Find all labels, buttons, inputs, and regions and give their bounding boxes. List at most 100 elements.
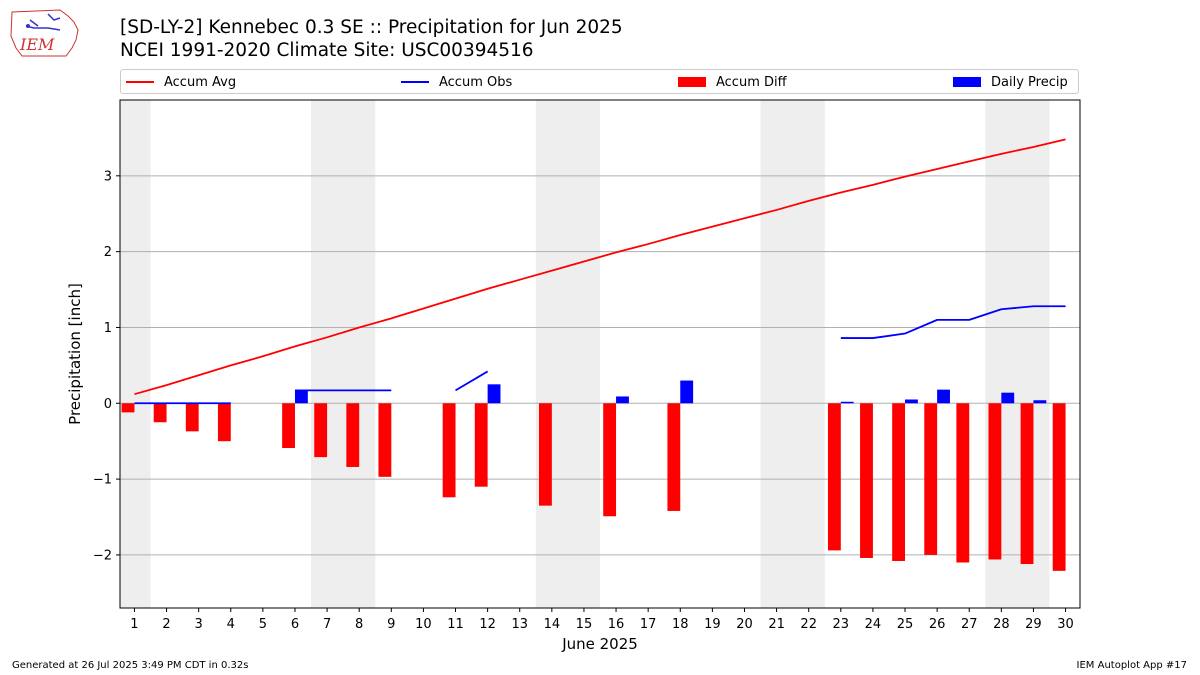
- x-tick-label: 22: [800, 617, 817, 632]
- chart-legend: Accum Avg Accum Obs Accum Diff Daily Pre…: [120, 69, 1079, 94]
- legend-swatch-accum-avg: [126, 81, 154, 83]
- daily-precip-bar: [1001, 392, 1015, 404]
- y-tick-label: −2: [93, 548, 112, 563]
- accum-diff-bar: [474, 403, 488, 487]
- x-tick-label: 4: [227, 617, 235, 632]
- daily-precip-bar: [840, 401, 854, 404]
- weekend-band: [120, 100, 151, 608]
- x-tick-label: 28: [993, 617, 1010, 632]
- legend-item-accum-avg: Accum Avg: [126, 73, 236, 91]
- legend-label-accum-avg: Accum Avg: [164, 74, 237, 90]
- app-footer: IEM Autoplot App #17: [1076, 660, 1187, 671]
- accum-diff-bar: [346, 403, 360, 467]
- daily-precip-bar: [616, 396, 629, 404]
- bars: [121, 380, 1066, 571]
- plot-frame: [119, 99, 1081, 609]
- gridlines: [120, 175, 1080, 556]
- accum-diff-bar: [314, 403, 328, 458]
- daily-precip-bar: [937, 389, 950, 404]
- x-tick-label: 24: [865, 617, 882, 632]
- daily-precip-bar: [905, 399, 918, 404]
- daily-precip-bar: [487, 384, 501, 404]
- x-tick-label: 27: [961, 617, 978, 632]
- x-axis-ticks: 1 2 3 4 5 6 7 8 9 10 11 12 13 14 15 16 17 18 19 20 21 22 23 24 2…: [130, 608, 1074, 632]
- x-tick-label: 29: [1025, 617, 1042, 632]
- x-axis-label: June 2025: [561, 635, 638, 653]
- legend-item-daily-precip: Daily Precip: [953, 73, 1068, 91]
- weekend-bands: [120, 100, 1050, 608]
- x-tick-label: 2: [162, 617, 170, 632]
- accum-diff-bar: [282, 403, 295, 449]
- x-tick-label: 11: [447, 617, 464, 632]
- accum-diff-bar: [603, 403, 617, 517]
- legend-label-accum-diff: Accum Diff: [716, 74, 787, 90]
- accum-diff-bar: [860, 403, 873, 558]
- legend-label-accum-obs: Accum Obs: [439, 74, 513, 90]
- accum-obs-line: [455, 370, 489, 392]
- legend-label-daily-precip: Daily Precip: [991, 74, 1068, 90]
- y-axis-ticks: −2 −1 0 1 2 3: [93, 169, 120, 563]
- weekend-band: [311, 100, 376, 608]
- accum-diff-bar: [442, 403, 456, 498]
- accum-diff-bar: [924, 403, 938, 555]
- daily-precip-bar: [294, 390, 308, 404]
- x-tick-label: 1: [130, 617, 138, 632]
- accum-diff-bar: [378, 403, 392, 477]
- x-tick-label: 15: [576, 617, 593, 632]
- iem-logo: IEM: [10, 9, 79, 57]
- x-tick-label: 12: [479, 617, 496, 632]
- x-tick-label: 6: [291, 617, 299, 632]
- accum-diff-bar: [185, 403, 199, 432]
- chart-subtitle: NCEI 1991-2020 Climate Site: USC00394516: [120, 40, 534, 61]
- y-tick-label: 0: [104, 397, 112, 412]
- y-tick-label: 1: [104, 321, 112, 336]
- accum-diff-bar: [121, 403, 135, 413]
- x-tick-label: 18: [672, 617, 689, 632]
- y-tick-label: −1: [93, 473, 112, 488]
- lines: [134, 138, 1066, 405]
- daily-precip-bar: [680, 380, 694, 404]
- accum-diff-bar: [827, 403, 841, 551]
- x-tick-label: 16: [608, 617, 625, 632]
- x-tick-label: 25: [897, 617, 914, 632]
- x-tick-label: 20: [736, 617, 753, 632]
- x-tick-label: 19: [704, 617, 721, 632]
- x-tick-label: 5: [259, 617, 267, 632]
- x-tick-label: 14: [544, 617, 561, 632]
- legend-item-accum-obs: Accum Obs: [401, 73, 512, 91]
- weekend-band: [535, 100, 600, 608]
- legend-swatch-accum-diff: [678, 77, 706, 87]
- legend-swatch-daily-precip: [953, 77, 981, 87]
- x-tick-label: 9: [387, 617, 395, 632]
- y-tick-label: 2: [104, 245, 112, 260]
- accum-avg-line: [134, 138, 1066, 396]
- accum-diff-bar: [956, 403, 970, 563]
- accum-diff-bar: [1020, 403, 1034, 565]
- accum-diff-bar: [667, 403, 681, 511]
- x-tick-label: 7: [323, 617, 331, 632]
- x-tick-label: 21: [768, 617, 785, 632]
- x-tick-label: 13: [511, 617, 528, 632]
- x-tick-label: 17: [640, 617, 657, 632]
- weekend-band: [760, 100, 825, 608]
- accum-diff-bar: [892, 403, 906, 561]
- daily-precip-bar: [1033, 400, 1047, 404]
- x-tick-label: 10: [415, 617, 432, 632]
- logo-text: IEM: [19, 35, 55, 54]
- y-tick-label: 3: [104, 169, 112, 184]
- legend-swatch-accum-obs: [401, 81, 429, 83]
- accum-diff-bar: [538, 403, 552, 506]
- x-tick-label: 3: [195, 617, 203, 632]
- accum-diff-bar: [217, 403, 231, 442]
- legend-item-accum-diff: Accum Diff: [678, 73, 787, 91]
- x-tick-label: 8: [355, 617, 363, 632]
- x-tick-label: 23: [833, 617, 850, 632]
- accum-diff-bar: [153, 403, 167, 423]
- accum-diff-bar: [1052, 403, 1066, 571]
- accum-diff-bar: [988, 403, 1002, 560]
- y-axis-label: Precipitation [inch]: [66, 283, 84, 425]
- x-tick-label: 26: [929, 617, 946, 632]
- x-tick-label: 30: [1057, 617, 1074, 632]
- chart-title: [SD-LY-2] Kennebec 0.3 SE :: Precipitati…: [120, 17, 623, 38]
